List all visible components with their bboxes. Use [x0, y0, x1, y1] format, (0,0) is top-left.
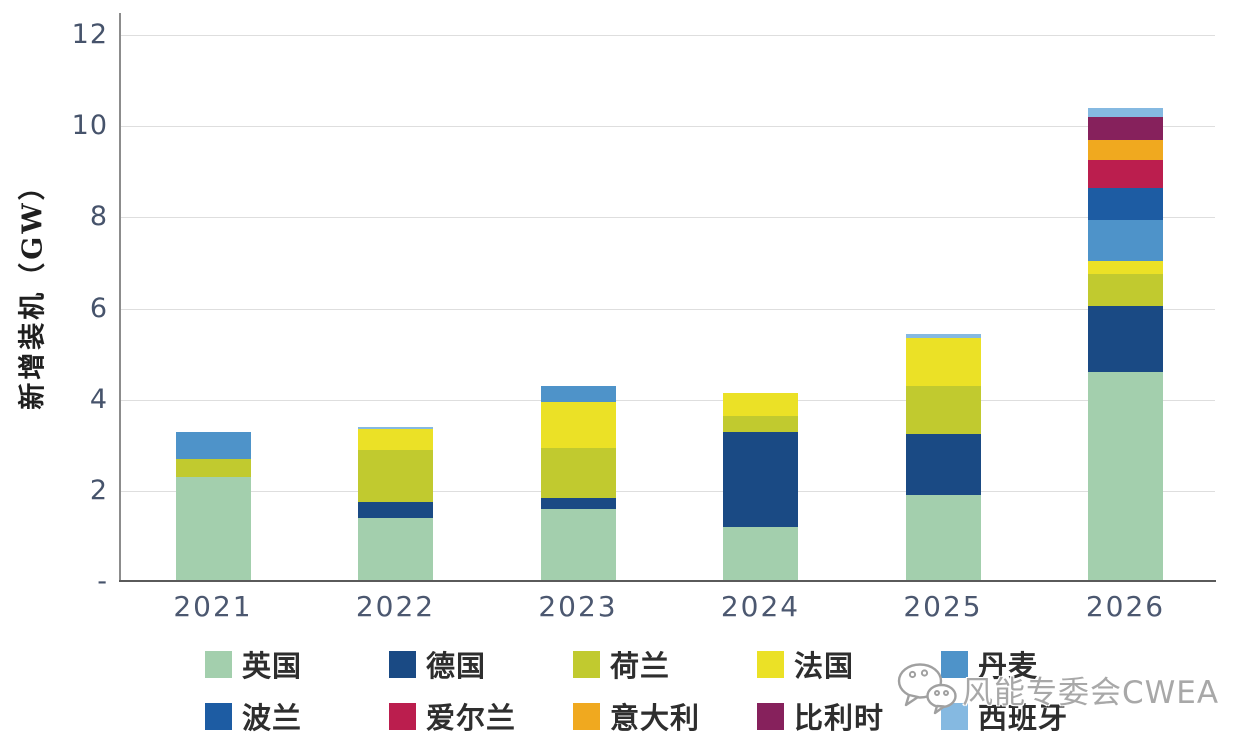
- legend-swatch-丹麦: [941, 650, 968, 678]
- y-tick-label-8: 8: [89, 201, 108, 233]
- bar-segment-2024-英国: [723, 527, 798, 582]
- bar-segment-2025-德国: [905, 433, 981, 496]
- legend-label-比利时: 比利时: [794, 701, 885, 735]
- y-tick-label-2: 2: [89, 474, 108, 506]
- bar-segment-2023-荷兰: [540, 447, 616, 498]
- y-tick-label-6: 6: [89, 292, 108, 324]
- bar-segment-2021-丹麦: [175, 431, 251, 459]
- legend-item-波兰: 波兰: [205, 696, 389, 736]
- legend-label-荷兰: 荷兰: [610, 649, 671, 683]
- bar-2021: [175, 431, 251, 582]
- gridline-6: [120, 308, 1215, 310]
- bar-segment-2024-德国: [723, 431, 798, 528]
- y-axis-title: 新增装机（GW）: [17, 170, 49, 410]
- bar-2026: [1088, 108, 1163, 582]
- legend-swatch-英国: [205, 650, 232, 678]
- legend-label-英国: 英国: [242, 649, 303, 683]
- gridline-8: [120, 217, 1215, 219]
- bar-segment-2026-法国: [1088, 260, 1163, 275]
- legend-label-德国: 德国: [426, 649, 487, 683]
- bar-segment-2021-英国: [175, 477, 251, 582]
- legend-swatch-爱尔兰: [389, 702, 416, 730]
- x-tick-label-2025: 2025: [903, 590, 983, 623]
- bar-2023: [540, 386, 616, 582]
- bar-segment-2026-西班牙: [1088, 108, 1163, 118]
- legend: 英国 德国 荷兰 法国 丹麦波兰 爱尔兰 意大利 比利时 西班牙: [205, 644, 1125, 736]
- bar-segment-2026-意大利: [1088, 139, 1163, 161]
- gridline-2: [120, 490, 1215, 492]
- bar-segment-2022-英国: [358, 518, 433, 582]
- legend-item-丹麦: 丹麦: [941, 644, 1125, 684]
- x-tick-label-2024: 2024: [720, 590, 801, 623]
- bar-segment-2023-法国: [540, 401, 616, 448]
- y-tick-label-12: 12: [71, 18, 108, 50]
- bar-segment-2026-荷兰: [1088, 274, 1163, 307]
- legend-item-法国: 法国: [757, 644, 941, 684]
- bar-segment-2026-德国: [1088, 306, 1163, 373]
- legend-item-爱尔兰: 爱尔兰: [389, 696, 573, 736]
- x-tick-label-2023: 2023: [538, 590, 618, 623]
- legend-label-意大利: 意大利: [610, 701, 701, 735]
- legend-swatch-意大利: [573, 702, 600, 730]
- legend-item-意大利: 意大利: [573, 696, 757, 736]
- legend-swatch-荷兰: [573, 650, 600, 678]
- bar-segment-2025-法国: [905, 338, 981, 387]
- legend-item-荷兰: 荷兰: [573, 644, 757, 684]
- bar-segment-2026-波兰: [1088, 187, 1163, 220]
- x-tick-label-2022: 2022: [355, 590, 436, 623]
- legend-swatch-法国: [757, 650, 784, 678]
- bar-segment-2025-英国: [905, 495, 981, 582]
- legend-label-爱尔兰: 爱尔兰: [426, 701, 517, 735]
- legend-swatch-西班牙: [941, 702, 968, 730]
- legend-label-法国: 法国: [794, 649, 855, 683]
- bar-segment-2024-荷兰: [723, 415, 798, 432]
- bar-segment-2023-丹麦: [540, 386, 616, 402]
- legend-label-丹麦: 丹麦: [978, 649, 1039, 683]
- bar-segment-2026-英国: [1088, 372, 1163, 582]
- bar-segment-2022-法国: [358, 429, 433, 450]
- legend-swatch-比利时: [757, 702, 784, 730]
- legend-item-英国: 英国: [205, 644, 389, 684]
- bar-segment-2026-比利时: [1088, 117, 1163, 140]
- bar-segment-2021-荷兰: [175, 458, 251, 478]
- y-axis-line: [119, 13, 121, 582]
- bar-segment-2023-德国: [540, 497, 616, 510]
- gridline-10: [120, 126, 1215, 128]
- legend-swatch-德国: [389, 650, 416, 678]
- legend-swatch-波兰: [205, 702, 232, 730]
- bar-2024: [723, 392, 798, 582]
- bar-segment-2022-荷兰: [358, 449, 433, 503]
- bar-segment-2022-德国: [358, 502, 433, 519]
- y-tick-label-4: 4: [89, 383, 108, 415]
- bar-segment-2024-法国: [723, 392, 798, 416]
- legend-label-西班牙: 西班牙: [978, 701, 1069, 735]
- bar-segment-2026-爱尔兰: [1088, 160, 1163, 188]
- legend-item-比利时: 比利时: [757, 696, 941, 736]
- x-axis-line: [119, 580, 1216, 582]
- y-tick-label-0: -: [97, 565, 108, 597]
- x-tick-label-2021: 2021: [173, 590, 253, 623]
- x-tick-label-2026: 2026: [1085, 590, 1166, 623]
- bar-segment-2025-荷兰: [905, 386, 981, 434]
- bar-segment-2025-西班牙: [905, 333, 981, 339]
- bar-segment-2022-西班牙: [358, 427, 433, 430]
- legend-label-波兰: 波兰: [242, 701, 303, 735]
- gridline-4: [120, 399, 1215, 401]
- y-tick-label-10: 10: [71, 110, 108, 142]
- bar-segment-2026-丹麦: [1088, 219, 1163, 261]
- legend-item-德国: 德国: [389, 644, 573, 684]
- gridline-12: [120, 35, 1215, 36]
- legend-item-西班牙: 西班牙: [941, 696, 1125, 736]
- bar-2022: [358, 427, 433, 582]
- bar-2025: [905, 333, 981, 582]
- bar-segment-2023-英国: [540, 509, 616, 582]
